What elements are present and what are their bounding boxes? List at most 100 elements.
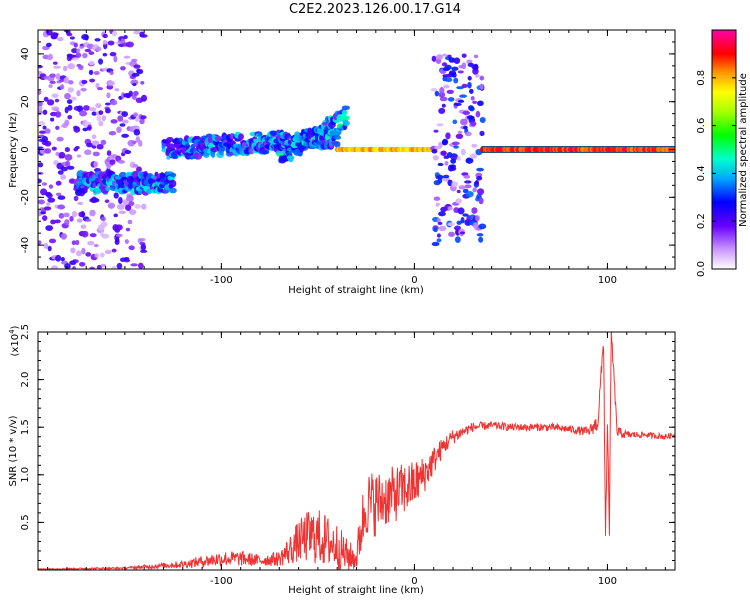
- spectrogram-cell: [70, 247, 76, 254]
- spectrogram-cell: [67, 63, 76, 70]
- spectrogram-cell: [79, 261, 86, 267]
- spectrogram-cell: [442, 174, 450, 179]
- spectrogram-cell: [76, 48, 81, 53]
- spectrogram-cell: [48, 184, 54, 189]
- spectrogram-cell: [127, 219, 133, 225]
- x-tick-label: 100: [598, 576, 617, 587]
- spectrogram-cell: [88, 51, 95, 55]
- spectrogram-cell: [258, 131, 263, 138]
- spectrogram-panel: -100 0 100 -40 -20 0 20 40 Height of straight …: [8, 29, 676, 296]
- spectrogram-cell: [67, 87, 74, 93]
- spectrogram-cell: [42, 109, 48, 115]
- spectrogram-cell: [53, 32, 59, 37]
- spectrogram-cell: [57, 195, 66, 200]
- spectrogram-cell: [467, 75, 472, 81]
- spectrogram-cell: [45, 225, 54, 231]
- spectrogram-cell: [55, 192, 62, 196]
- spectrogram-cell: [116, 203, 125, 210]
- spectrogram-cell: [470, 121, 477, 127]
- spectrogram-cell: [137, 189, 144, 195]
- spectrogram-cell: [334, 141, 341, 148]
- spectrogram-cell: [93, 243, 99, 248]
- spectrogram-cell: [46, 202, 51, 206]
- spectrogram-cell: [456, 189, 461, 194]
- spectrogram-cell: [69, 215, 74, 222]
- steady-tone-outline: [481, 146, 675, 153]
- spectrogram-cell: [460, 217, 465, 224]
- spectrogram-cell: [100, 263, 107, 268]
- spectrogram-cell: [69, 36, 75, 40]
- spectrogram-cell: [474, 179, 479, 186]
- spectrogram-cell: [38, 89, 42, 95]
- spectrogram-cell: [91, 111, 98, 116]
- spectrogram-cell: [193, 151, 203, 160]
- spectrogram-cell: [436, 54, 443, 60]
- spectrogram-cell: [128, 90, 133, 97]
- spectrogram-cell: [469, 88, 474, 94]
- spectrogram-cell: [169, 172, 177, 178]
- spectrogram-cell: [62, 65, 68, 72]
- spectrogram-cell: [123, 256, 130, 261]
- spectrogram-cell: [75, 250, 82, 257]
- spectrogram-cell: [88, 69, 94, 75]
- spectrogram-cell: [131, 72, 140, 77]
- spectrogram-cell: [81, 247, 86, 255]
- spectrogram-cell: [48, 238, 57, 244]
- snr-y-ticks: 0.5 1.0 1.5 2.0 2.5: [20, 324, 675, 561]
- spectrogram-cell: [114, 88, 120, 92]
- spectrogram-cell: [457, 130, 463, 135]
- spectrogram-cell: [57, 204, 66, 210]
- spectrogram-cell: [439, 86, 445, 94]
- spectrogram-cell: [48, 53, 53, 61]
- spectrogram-cell: [138, 238, 146, 242]
- spectrogram-cell: [60, 174, 67, 180]
- spectrogram-cell: [461, 83, 468, 88]
- snr-panel: -100 0 100 0.5 1.0 1.5 2.0 2.5 Height of strai…: [8, 324, 676, 596]
- spectrogram-cell: [72, 265, 77, 269]
- spectrogram-cell: [53, 65, 61, 69]
- spectrogram-cell: [343, 120, 350, 126]
- spectrogram-cell: [118, 197, 123, 205]
- spectrogram-cell: [121, 119, 129, 124]
- spectrogram-cell: [42, 215, 48, 221]
- spectrogram-cell: [238, 133, 244, 141]
- colorbar-label: Normalized spectral amplitude: [738, 73, 749, 227]
- spectrogram-cell: [476, 233, 484, 237]
- x-tick-label: 100: [598, 275, 617, 286]
- colorbar-tick-label: 0.4: [696, 165, 707, 181]
- spectrogram-cell: [464, 180, 472, 184]
- spectrogram-cell: [438, 225, 447, 232]
- spectrogram-cell: [80, 87, 87, 92]
- spectrogram-cell: [431, 55, 437, 62]
- spectrogram-cell: [115, 224, 123, 231]
- spectrogram-cell: [67, 114, 73, 120]
- snr-series-line: [38, 332, 675, 570]
- spectrogram-cell: [466, 115, 475, 119]
- spectrogram-cell: [476, 175, 483, 181]
- x-tick-label: -100: [210, 576, 233, 587]
- spectrogram-cell: [76, 105, 84, 113]
- spectrogram-cell: [342, 115, 351, 121]
- spectrogram-cell: [140, 34, 148, 38]
- spectrogram-cell: [460, 148, 466, 156]
- spectrogram-cell: [110, 119, 118, 124]
- figure-title: C2E2.2023.126.00.17.G14: [288, 2, 462, 17]
- spectrogram-cell: [104, 249, 112, 255]
- y-tick-label: 40: [20, 48, 31, 61]
- spectrogram-cell: [441, 103, 446, 108]
- spectrogram-cell: [94, 187, 102, 194]
- spectrogram-cell: [114, 238, 120, 246]
- spectrogram-cell: [41, 136, 49, 143]
- spectrogram-cell: [78, 188, 88, 194]
- spectrogram-cell: [431, 149, 438, 154]
- spectrogram-cell: [476, 167, 484, 172]
- spectrogram-cell: [464, 131, 472, 137]
- spectrogram-cell: [102, 52, 108, 57]
- spectrogram-cell: [437, 162, 444, 167]
- spectrogram-cell: [46, 99, 55, 106]
- spectrogram-cell: [462, 213, 469, 217]
- spectrogram-cell: [479, 130, 485, 137]
- spectrogram-cell: [47, 197, 56, 203]
- spectrogram-cell: [117, 159, 125, 164]
